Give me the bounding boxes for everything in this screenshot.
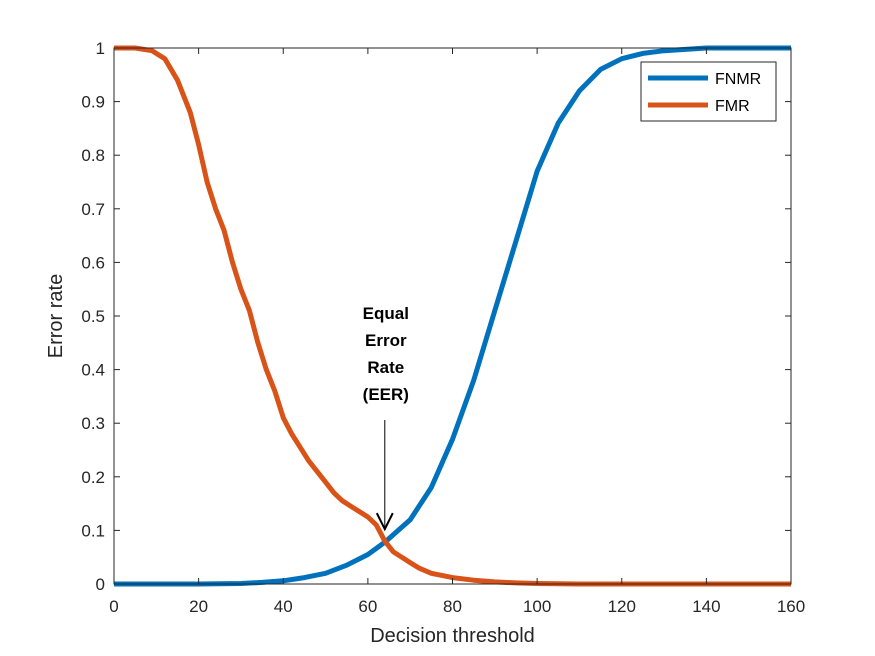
annotation-text-line: Equal [363, 304, 409, 323]
legend-label-fmr: FMR [715, 98, 750, 115]
annotation-text-line: (EER) [363, 385, 409, 404]
annotation-text-line: Rate [367, 358, 404, 377]
y-tick-label: 0.7 [81, 200, 105, 219]
legend: FNMR FMR [640, 61, 777, 122]
y-tick-label: 0.9 [81, 93, 105, 112]
x-axis-title: Decision threshold [370, 625, 535, 647]
series-line-fmr [114, 45, 791, 587]
x-tick-label: 40 [274, 597, 293, 616]
x-tick-label: 80 [443, 597, 462, 616]
y-tick-label: 0.3 [81, 414, 105, 433]
eer-annotation: Equal Error Rate (EER) [363, 304, 409, 532]
series-layer [114, 45, 791, 587]
y-tick-label: 1 [96, 39, 105, 58]
y-tick-label: 0.1 [81, 521, 105, 540]
x-tick-label: 120 [608, 597, 636, 616]
y-axis-title: Error rate [45, 274, 67, 358]
legend-box [640, 61, 777, 122]
x-tick-label: 140 [692, 597, 720, 616]
x-tick-label: 60 [358, 597, 377, 616]
x-axis: 0 20 40 60 80 100 120 140 160 [109, 48, 805, 616]
x-tick-label: 100 [523, 597, 551, 616]
series-line-fnmr [114, 45, 791, 587]
y-tick-label: 0 [96, 575, 105, 594]
x-tick-label: 20 [189, 597, 208, 616]
y-tick-label: 0.6 [81, 253, 105, 272]
plot-background [114, 48, 791, 584]
annotation-arrow-head [375, 512, 394, 532]
y-tick-label: 0.5 [81, 307, 105, 326]
x-tick-label: 160 [777, 597, 805, 616]
y-tick-label: 0.8 [81, 146, 105, 165]
y-tick-label: 0.4 [81, 361, 105, 380]
y-axis: 0 0.1 0.2 0.3 0.4 0.5 0.6 0.7 0.8 0.9 1 [81, 39, 791, 594]
x-tick-label: 0 [109, 597, 118, 616]
annotation-text-line: Error [365, 331, 407, 350]
plot-area [113, 45, 792, 587]
legend-label-fnmr: FNMR [715, 71, 761, 88]
y-tick-label: 0.2 [81, 468, 105, 487]
